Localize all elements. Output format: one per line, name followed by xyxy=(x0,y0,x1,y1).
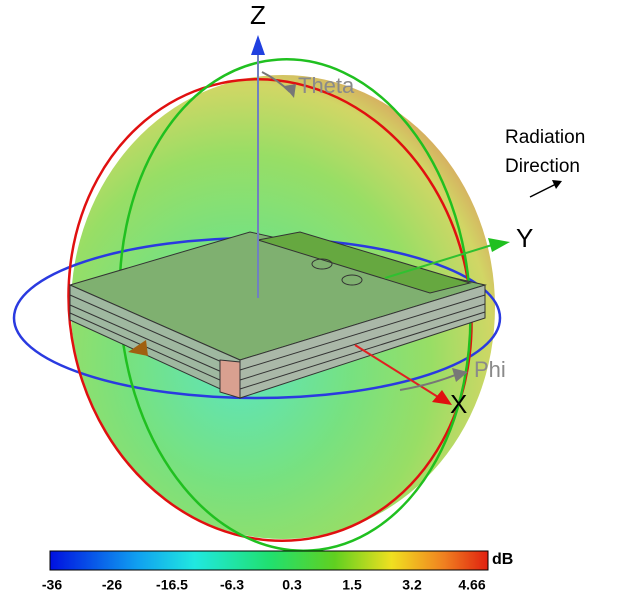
colorbar-unit: dB xyxy=(492,551,513,568)
radiation-pattern-view: Z Y X Theta Phi Radiation Direction dB -… xyxy=(0,0,637,598)
colorbar xyxy=(50,551,488,570)
colorbar-tick-label: 4.66 xyxy=(458,577,485,593)
colorbar-tick-label: -26 xyxy=(102,577,122,593)
y-axis-label: Y xyxy=(516,223,533,253)
theta-label: Theta xyxy=(298,73,355,98)
colorbar-tick-label: 0.3 xyxy=(282,577,302,593)
colorbar-tick-label: -36 xyxy=(42,577,62,593)
z-axis-label: Z xyxy=(250,0,266,30)
annotation: Direction xyxy=(505,156,580,177)
annotation: Radiation xyxy=(505,127,585,148)
phi-label: Phi xyxy=(474,357,506,382)
colorbar-tick-label: 3.2 xyxy=(402,577,422,593)
colorbar-tick-label: -16.5 xyxy=(156,577,188,593)
colorbar-tick-label: 1.5 xyxy=(342,577,362,593)
colorbar-tick-label: -6.3 xyxy=(220,577,244,593)
x-axis-label: X xyxy=(450,389,467,419)
colorbar-ticks: -36 -26 -16.5 -6.3 0.3 1.5 3.2 4.66 xyxy=(42,577,486,593)
